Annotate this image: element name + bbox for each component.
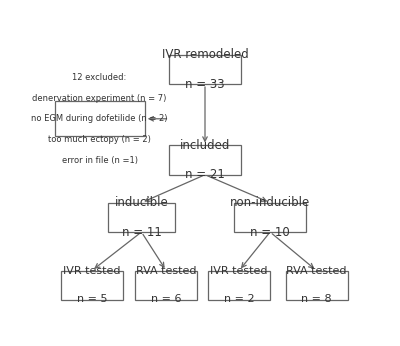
Text: no EGM during dofetilide (n = 2): no EGM during dofetilide (n = 2) xyxy=(31,114,168,123)
Bar xyxy=(169,145,241,175)
Text: n = 33: n = 33 xyxy=(185,78,225,91)
Text: n = 6: n = 6 xyxy=(151,294,182,304)
Text: IVR remodeled: IVR remodeled xyxy=(162,48,248,61)
Text: n = 10: n = 10 xyxy=(250,226,290,239)
Text: inducible: inducible xyxy=(114,196,168,209)
Text: RVA tested: RVA tested xyxy=(286,266,347,276)
Text: denervation experiment (n = 7): denervation experiment (n = 7) xyxy=(32,93,167,102)
Text: error in file (n =1): error in file (n =1) xyxy=(62,156,138,165)
Bar xyxy=(61,271,123,300)
Bar xyxy=(169,55,241,84)
Text: IVR tested: IVR tested xyxy=(210,266,268,276)
Text: non-inducible: non-inducible xyxy=(230,196,310,209)
Text: too much ectopy (n = 2): too much ectopy (n = 2) xyxy=(48,135,151,144)
Text: RVA tested: RVA tested xyxy=(136,266,196,276)
Text: included: included xyxy=(180,139,230,152)
Text: n = 8: n = 8 xyxy=(301,294,332,304)
Text: n = 2: n = 2 xyxy=(224,294,254,304)
Text: n = 5: n = 5 xyxy=(77,294,107,304)
Bar xyxy=(55,101,144,136)
Bar xyxy=(208,271,270,300)
Bar xyxy=(234,203,306,232)
Text: n = 21: n = 21 xyxy=(185,168,225,181)
Text: n = 11: n = 11 xyxy=(122,226,161,239)
Text: IVR tested: IVR tested xyxy=(63,266,121,276)
Bar xyxy=(286,271,348,300)
Bar xyxy=(108,203,175,232)
Text: 12 excluded:: 12 excluded: xyxy=(72,73,127,82)
Bar xyxy=(135,271,197,300)
